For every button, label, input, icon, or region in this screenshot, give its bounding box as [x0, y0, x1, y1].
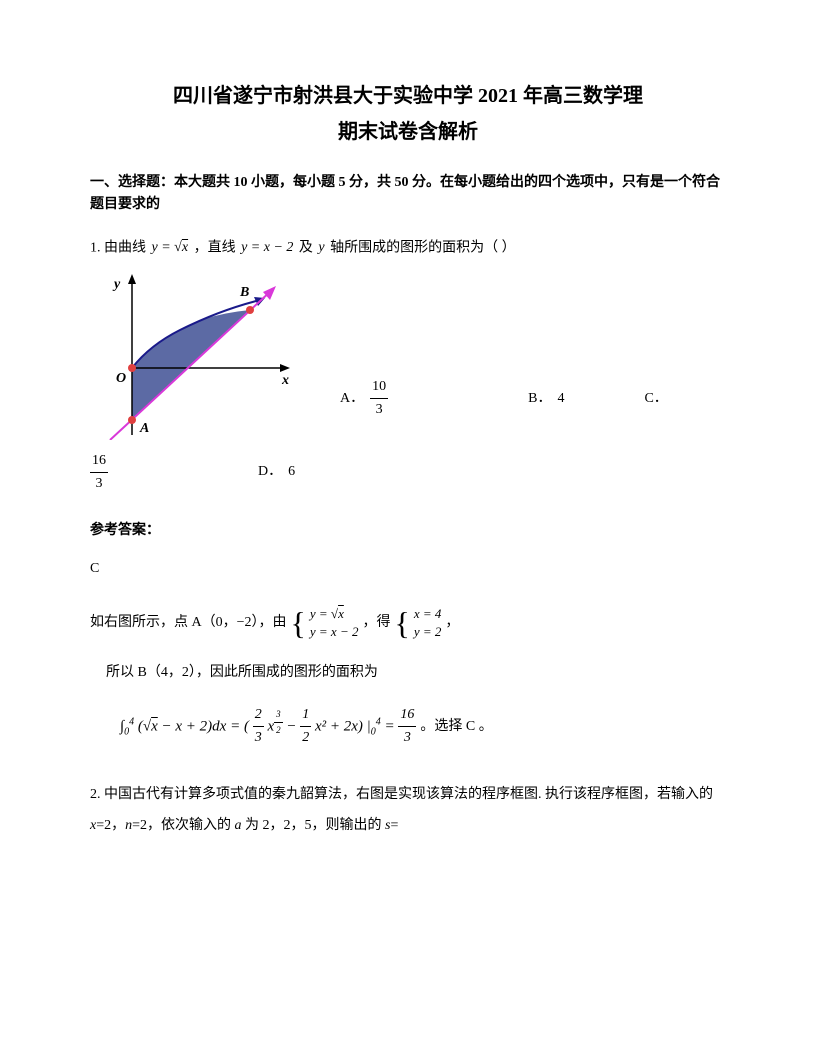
eq2-l2: y = 2 — [414, 623, 442, 641]
option-b-label: B． — [528, 388, 551, 410]
q1-prefix: 1. 由曲线 — [90, 240, 146, 255]
brace-icon-2: { — [394, 611, 409, 637]
q2-text: 2. 中国古代有计算多项式值的秦九韶算法，右图是实现该算法的程序框图. 执行该程… — [90, 787, 713, 833]
question-1: 1. 由曲线 y = √x ，直线 y = x − 2 及 y 轴所围成的图形的… — [90, 237, 726, 750]
integral-suffix: 。选择 C 。 — [420, 716, 492, 738]
solution-line2: 所以 B（4，2），因此所围成的图形的面积为 — [90, 662, 726, 684]
q1-option-d: D． 6 — [258, 461, 295, 483]
option-c-value: 16 3 — [90, 450, 108, 496]
q1-option-a: A． 10 3 — [340, 376, 388, 422]
sol-end: ， — [445, 612, 459, 634]
q1-options-row1: A． 10 3 B． 4 C． — [340, 376, 668, 422]
option-c-label: C． — [644, 388, 667, 410]
q1-suffix: 轴所围成的图形的面积为（ ） — [330, 240, 516, 255]
option-b-value: 4 — [557, 388, 564, 410]
q1-graph: y x O A B — [90, 270, 300, 440]
answer-label: 参考答案： — [90, 520, 726, 542]
integral-line: ∫04 (√x − x + 2)dx = ( 23 x32 − 12 x² + … — [90, 704, 726, 750]
eq-group-2: x = 4 y = 2 — [414, 605, 442, 641]
q1-text: 1. 由曲线 y = √x ，直线 y = x − 2 及 y 轴所围成的图形的… — [90, 237, 726, 260]
answer-value: C — [90, 558, 726, 580]
q1-mid1: ，直线 — [194, 240, 236, 255]
sol-mid: ，得 — [362, 612, 390, 634]
page-title: 四川省遂宁市射洪县大于实验中学 2021 年高三数学理 — [90, 80, 726, 112]
option-d-label: D． — [258, 461, 282, 483]
sol-line2-text: 所以 B（4，2），因此所围成的图形的面积为 — [106, 662, 378, 684]
eq-group-1: y = √x y = x − 2 — [310, 605, 359, 641]
svg-text:x: x — [281, 373, 289, 388]
q1-options-row2: 16 3 D． 6 — [90, 450, 726, 496]
option-a-value: 10 3 — [370, 376, 388, 422]
eq1-l2: y = x − 2 — [310, 623, 359, 641]
svg-text:O: O — [116, 371, 126, 386]
q1-formula2: y = x − 2 — [241, 237, 293, 259]
section-header: 一、选择题：本大题共 10 小题，每小题 5 分，共 50 分。在每小题给出的四… — [90, 172, 726, 217]
question-2: 2. 中国古代有计算多项式值的秦九韶算法，右图是实现该算法的程序框图. 执行该程… — [90, 780, 726, 842]
q1-graph-row: y x O A B A． 10 3 B． 4 C． — [90, 270, 726, 440]
q1-mid2: 及 — [299, 240, 313, 255]
sol-pre: 如右图所示，点 A（0，−2），由 — [90, 612, 287, 634]
solution-line1: 如右图所示，点 A（0，−2），由 { y = √x y = x − 2 ，得 … — [90, 605, 726, 641]
eq1-l1: y = √x — [310, 605, 359, 623]
option-a-label: A． — [340, 388, 364, 410]
brace-icon: { — [291, 611, 306, 637]
q1-option-c: C． — [644, 388, 667, 410]
option-d-value: 6 — [288, 461, 295, 483]
integral-formula: ∫04 (√x − x + 2)dx = ( 23 x32 − 12 x² + … — [120, 704, 416, 750]
eq2-l1: x = 4 — [414, 605, 442, 623]
svg-text:y: y — [112, 277, 121, 292]
svg-text:A: A — [139, 421, 149, 436]
svg-text:B: B — [239, 285, 249, 300]
q1-formula3: y — [318, 237, 324, 259]
q1-formula1: y = √x — [152, 237, 189, 259]
page-subtitle: 期末试卷含解析 — [90, 116, 726, 148]
q1-option-b: B． 4 — [528, 388, 564, 410]
